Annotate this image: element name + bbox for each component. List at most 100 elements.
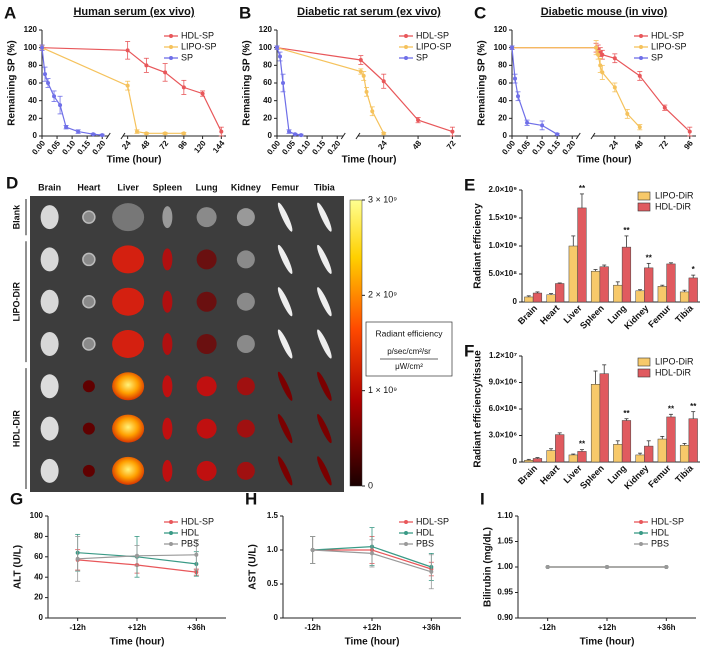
data-point xyxy=(687,129,692,134)
legend-label: SP xyxy=(416,52,428,62)
organ-image xyxy=(196,460,217,481)
data-point xyxy=(125,83,130,88)
data-point xyxy=(46,81,51,85)
legend-swatch xyxy=(637,191,651,201)
x-tick-label: 144 xyxy=(211,138,227,154)
y-tick-label: 0 xyxy=(503,131,508,140)
x-tick-label: Brain xyxy=(516,303,539,326)
organ-label: Brain xyxy=(38,182,61,192)
colorbar-label-box xyxy=(365,321,453,377)
organ-image xyxy=(162,459,173,482)
panel-label: C xyxy=(474,3,486,22)
organ-image xyxy=(162,375,173,398)
data-point xyxy=(516,94,521,99)
y-tick-label: 40 xyxy=(28,96,37,105)
organ-image xyxy=(40,332,59,356)
y-tick-label: 80 xyxy=(28,60,37,69)
y-tick-label: 0 xyxy=(268,131,273,140)
organ-image xyxy=(40,247,59,272)
bar xyxy=(524,296,534,303)
significance: ** xyxy=(579,440,586,449)
bar xyxy=(546,450,556,463)
data-point xyxy=(637,73,642,78)
organ-image xyxy=(277,244,293,274)
y-tick-label: 20 xyxy=(28,113,37,122)
organ-image xyxy=(40,205,59,230)
bar xyxy=(546,294,556,303)
panel-label: F xyxy=(464,341,474,360)
bar xyxy=(666,263,676,303)
legend-marker xyxy=(169,542,173,546)
organ-image xyxy=(196,376,217,397)
data-point xyxy=(361,73,366,78)
data-point xyxy=(625,111,630,116)
data-point xyxy=(600,52,605,57)
legend-marker xyxy=(404,520,408,524)
legend-marker xyxy=(639,531,643,535)
organ-image xyxy=(112,330,145,358)
legend-label: HDL-DiR xyxy=(655,201,692,211)
x-tick-label: Heart xyxy=(538,463,561,486)
x-tick-label: 0.15 xyxy=(310,138,327,156)
bar xyxy=(568,245,578,303)
organ-label: Femur xyxy=(271,182,299,192)
y-tick-label: 1.5 xyxy=(267,511,279,520)
data-point xyxy=(293,132,298,137)
y-tick-label: 80 xyxy=(34,532,43,541)
data-point xyxy=(364,89,369,94)
significance: ** xyxy=(690,402,697,411)
legend-swatch xyxy=(637,357,651,367)
x-tick-label: -12h xyxy=(69,623,86,632)
legend-label: LIPO-DiR xyxy=(655,356,694,366)
legend-marker xyxy=(639,45,643,49)
legend-marker xyxy=(404,45,408,49)
colorbar xyxy=(349,199,363,487)
axis-break xyxy=(355,132,361,140)
colorbar-unit: μW/cm² xyxy=(395,362,423,371)
colorbar-tick-label: 0 xyxy=(368,480,373,490)
organ-image xyxy=(162,417,173,440)
bar xyxy=(666,416,676,463)
organ-image xyxy=(82,210,96,224)
organ-label: Lung xyxy=(196,182,218,192)
data-point xyxy=(40,45,44,50)
data-point xyxy=(76,129,81,134)
significance: ** xyxy=(579,184,586,193)
legend-label: LIPO-SP xyxy=(416,41,452,51)
organ-image xyxy=(277,329,293,359)
x-axis-label: Time (hour) xyxy=(342,155,397,166)
data-point xyxy=(163,70,168,75)
x-tick-label: 0.15 xyxy=(75,138,92,156)
organ-image xyxy=(162,206,173,229)
y-tick-label: 20 xyxy=(34,593,43,602)
x-tick-label: 48 xyxy=(139,138,152,151)
axis-break xyxy=(120,132,126,140)
x-tick-label: 96 xyxy=(176,138,189,151)
y-tick-label: 3.0×10⁶ xyxy=(489,431,518,440)
data-point xyxy=(545,565,550,569)
x-tick-label: Tibia xyxy=(673,462,696,485)
panel-label: D xyxy=(6,173,18,192)
data-point xyxy=(513,76,518,81)
data-point xyxy=(358,58,363,63)
legend-label: LIPO-DiR xyxy=(655,190,694,200)
legend-marker xyxy=(404,542,408,546)
y-tick-label: 0.90 xyxy=(497,613,513,622)
y-tick-label: 20 xyxy=(498,113,507,122)
significance: ** xyxy=(646,253,653,262)
data-point xyxy=(370,109,375,114)
y-tick-label: 80 xyxy=(263,60,272,69)
organ-label: Heart xyxy=(77,182,100,192)
bar xyxy=(599,373,609,463)
colorbar-unit: p/sec/cm²/sr xyxy=(387,347,431,356)
y-tick-label: 0 xyxy=(274,613,279,622)
chart-title: Diabetic rat serum (ex vivo) xyxy=(297,6,441,18)
organ-image xyxy=(236,250,255,269)
data-point xyxy=(91,132,96,137)
organ-image xyxy=(236,419,255,438)
y-axis-label: Remaining SP (%) xyxy=(7,40,18,125)
x-tick-label: -12h xyxy=(304,623,321,632)
data-point xyxy=(299,133,304,138)
bar xyxy=(532,458,543,463)
